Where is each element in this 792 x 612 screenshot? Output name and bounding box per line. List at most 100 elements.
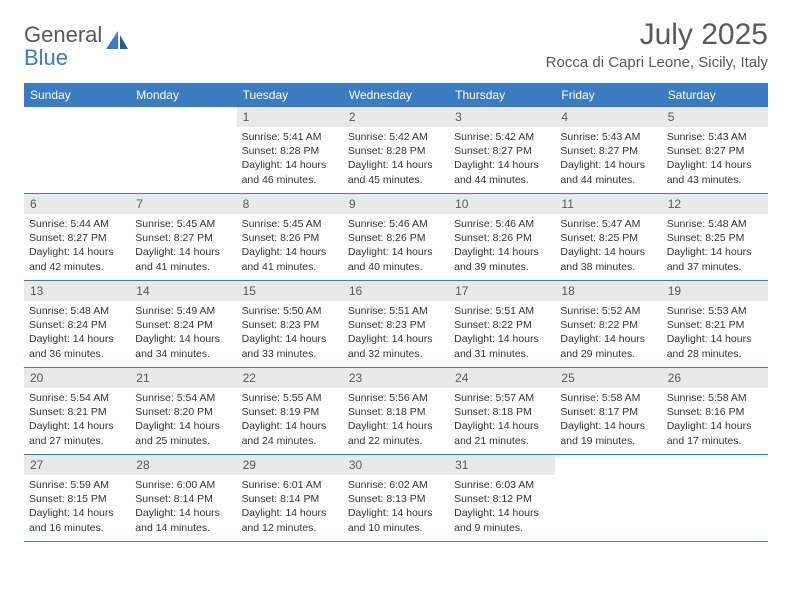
day-content: Sunrise: 5:56 AMSunset: 8:18 PMDaylight:…	[343, 388, 449, 452]
calendar: Sunday Monday Tuesday Wednesday Thursday…	[24, 83, 768, 542]
week-row: 6Sunrise: 5:44 AMSunset: 8:27 PMDaylight…	[24, 194, 768, 281]
sunset-text: Sunset: 8:27 PM	[135, 231, 231, 245]
day-cell: 10Sunrise: 5:46 AMSunset: 8:26 PMDayligh…	[449, 194, 555, 280]
week-row: 1Sunrise: 5:41 AMSunset: 8:28 PMDaylight…	[24, 107, 768, 194]
dow-friday: Friday	[555, 83, 661, 107]
day-number: 6	[24, 194, 130, 214]
daylight-text: Daylight: 14 hours and 37 minutes.	[667, 245, 763, 273]
day-number: 28	[130, 455, 236, 475]
sunset-text: Sunset: 8:22 PM	[454, 318, 550, 332]
day-content: Sunrise: 5:55 AMSunset: 8:19 PMDaylight:…	[237, 388, 343, 452]
sunset-text: Sunset: 8:27 PM	[454, 144, 550, 158]
sunset-text: Sunset: 8:25 PM	[667, 231, 763, 245]
sunrise-text: Sunrise: 5:51 AM	[348, 304, 444, 318]
daylight-text: Daylight: 14 hours and 33 minutes.	[242, 332, 338, 360]
day-cell: 23Sunrise: 5:56 AMSunset: 8:18 PMDayligh…	[343, 368, 449, 454]
daylight-text: Daylight: 14 hours and 38 minutes.	[560, 245, 656, 273]
logo-sail-icon	[104, 29, 130, 56]
day-number: 26	[662, 368, 768, 388]
daylight-text: Daylight: 14 hours and 43 minutes.	[667, 158, 763, 186]
sunrise-text: Sunrise: 5:45 AM	[135, 217, 231, 231]
day-number: 22	[237, 368, 343, 388]
day-number: 2	[343, 107, 449, 127]
day-content: Sunrise: 5:47 AMSunset: 8:25 PMDaylight:…	[555, 214, 661, 278]
daylight-text: Daylight: 14 hours and 24 minutes.	[242, 419, 338, 447]
empty-day-cell	[130, 107, 236, 193]
daylight-text: Daylight: 14 hours and 17 minutes.	[667, 419, 763, 447]
day-number: 12	[662, 194, 768, 214]
sunset-text: Sunset: 8:14 PM	[135, 492, 231, 506]
sunrise-text: Sunrise: 5:59 AM	[29, 478, 125, 492]
sunrise-text: Sunrise: 5:53 AM	[667, 304, 763, 318]
day-number: 7	[130, 194, 236, 214]
day-number: 3	[449, 107, 555, 127]
sunrise-text: Sunrise: 5:45 AM	[242, 217, 338, 231]
daylight-text: Daylight: 14 hours and 25 minutes.	[135, 419, 231, 447]
daylight-text: Daylight: 14 hours and 40 minutes.	[348, 245, 444, 273]
sunrise-text: Sunrise: 5:56 AM	[348, 391, 444, 405]
day-cell: 22Sunrise: 5:55 AMSunset: 8:19 PMDayligh…	[237, 368, 343, 454]
daylight-text: Daylight: 14 hours and 31 minutes.	[454, 332, 550, 360]
sunset-text: Sunset: 8:24 PM	[135, 318, 231, 332]
sunrise-text: Sunrise: 5:51 AM	[454, 304, 550, 318]
empty-day-cell	[555, 455, 661, 541]
week-row: 27Sunrise: 5:59 AMSunset: 8:15 PMDayligh…	[24, 455, 768, 542]
day-number: 29	[237, 455, 343, 475]
month-title: July 2025	[546, 18, 768, 52]
day-cell: 31Sunrise: 6:03 AMSunset: 8:12 PMDayligh…	[449, 455, 555, 541]
day-number: 1	[237, 107, 343, 127]
sunrise-text: Sunrise: 5:48 AM	[667, 217, 763, 231]
day-cell: 11Sunrise: 5:47 AMSunset: 8:25 PMDayligh…	[555, 194, 661, 280]
sunrise-text: Sunrise: 5:50 AM	[242, 304, 338, 318]
sunrise-text: Sunrise: 6:03 AM	[454, 478, 550, 492]
day-number: 10	[449, 194, 555, 214]
sunset-text: Sunset: 8:17 PM	[560, 405, 656, 419]
sunrise-text: Sunrise: 5:54 AM	[135, 391, 231, 405]
day-cell: 20Sunrise: 5:54 AMSunset: 8:21 PMDayligh…	[24, 368, 130, 454]
sunrise-text: Sunrise: 5:54 AM	[29, 391, 125, 405]
title-block: July 2025 Rocca di Capri Leone, Sicily, …	[546, 18, 768, 71]
daylight-text: Daylight: 14 hours and 9 minutes.	[454, 506, 550, 534]
day-content: Sunrise: 5:54 AMSunset: 8:20 PMDaylight:…	[130, 388, 236, 452]
daylight-text: Daylight: 14 hours and 28 minutes.	[667, 332, 763, 360]
day-number: 25	[555, 368, 661, 388]
daylight-text: Daylight: 14 hours and 27 minutes.	[29, 419, 125, 447]
dow-saturday: Saturday	[662, 83, 768, 107]
sunset-text: Sunset: 8:25 PM	[560, 231, 656, 245]
daylight-text: Daylight: 14 hours and 21 minutes.	[454, 419, 550, 447]
daylight-text: Daylight: 14 hours and 14 minutes.	[135, 506, 231, 534]
sunset-text: Sunset: 8:27 PM	[29, 231, 125, 245]
logo-text-blue: Blue	[24, 45, 68, 70]
day-content: Sunrise: 5:58 AMSunset: 8:17 PMDaylight:…	[555, 388, 661, 452]
day-cell: 28Sunrise: 6:00 AMSunset: 8:14 PMDayligh…	[130, 455, 236, 541]
week-row: 13Sunrise: 5:48 AMSunset: 8:24 PMDayligh…	[24, 281, 768, 368]
empty-day-cell	[24, 107, 130, 193]
sunset-text: Sunset: 8:13 PM	[348, 492, 444, 506]
header: General Blue July 2025 Rocca di Capri Le…	[0, 0, 792, 77]
sunset-text: Sunset: 8:18 PM	[348, 405, 444, 419]
sunset-text: Sunset: 8:15 PM	[29, 492, 125, 506]
sunset-text: Sunset: 8:26 PM	[348, 231, 444, 245]
day-cell: 15Sunrise: 5:50 AMSunset: 8:23 PMDayligh…	[237, 281, 343, 367]
sunset-text: Sunset: 8:22 PM	[560, 318, 656, 332]
day-cell: 6Sunrise: 5:44 AMSunset: 8:27 PMDaylight…	[24, 194, 130, 280]
day-content: Sunrise: 5:48 AMSunset: 8:25 PMDaylight:…	[662, 214, 768, 278]
sunset-text: Sunset: 8:21 PM	[667, 318, 763, 332]
day-content: Sunrise: 5:43 AMSunset: 8:27 PMDaylight:…	[662, 127, 768, 191]
day-content: Sunrise: 5:41 AMSunset: 8:28 PMDaylight:…	[237, 127, 343, 191]
daylight-text: Daylight: 14 hours and 39 minutes.	[454, 245, 550, 273]
sunrise-text: Sunrise: 5:42 AM	[348, 130, 444, 144]
sunset-text: Sunset: 8:28 PM	[348, 144, 444, 158]
daylight-text: Daylight: 14 hours and 29 minutes.	[560, 332, 656, 360]
day-content: Sunrise: 5:58 AMSunset: 8:16 PMDaylight:…	[662, 388, 768, 452]
sunset-text: Sunset: 8:12 PM	[454, 492, 550, 506]
sunset-text: Sunset: 8:23 PM	[348, 318, 444, 332]
day-cell: 25Sunrise: 5:58 AMSunset: 8:17 PMDayligh…	[555, 368, 661, 454]
day-cell: 26Sunrise: 5:58 AMSunset: 8:16 PMDayligh…	[662, 368, 768, 454]
daylight-text: Daylight: 14 hours and 16 minutes.	[29, 506, 125, 534]
day-content: Sunrise: 5:50 AMSunset: 8:23 PMDaylight:…	[237, 301, 343, 365]
daylight-text: Daylight: 14 hours and 19 minutes.	[560, 419, 656, 447]
day-cell: 5Sunrise: 5:43 AMSunset: 8:27 PMDaylight…	[662, 107, 768, 193]
sunrise-text: Sunrise: 5:58 AM	[560, 391, 656, 405]
sunrise-text: Sunrise: 5:41 AM	[242, 130, 338, 144]
